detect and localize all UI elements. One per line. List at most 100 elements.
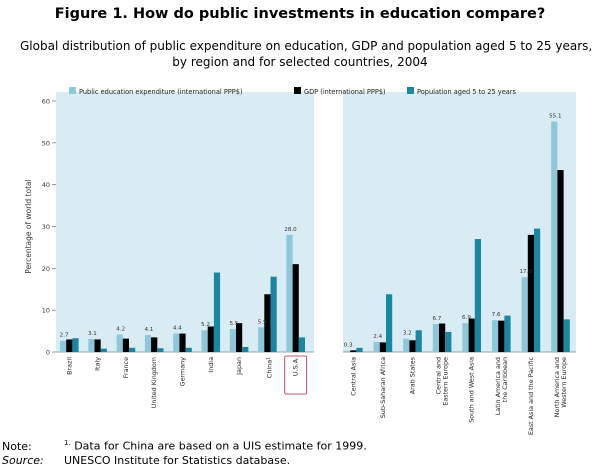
bar-gdp <box>350 350 357 352</box>
data-label: 4.4 <box>173 326 182 332</box>
bar-gdp <box>498 320 505 352</box>
bar-population <box>415 330 422 352</box>
data-label: 3.1 <box>88 331 97 337</box>
note-text: Data for China are based on a UIS estima… <box>74 439 367 453</box>
bar-gdp <box>66 339 73 352</box>
bar-population <box>157 348 164 352</box>
legend-swatch <box>294 87 301 94</box>
category-superscript: 1 <box>265 357 271 360</box>
bar-expenditure <box>373 341 380 352</box>
legend-swatch <box>69 87 76 94</box>
bar-gdp <box>527 234 534 352</box>
category-label: Brazil <box>65 357 73 375</box>
bar-population <box>213 272 221 352</box>
bar-gdp <box>557 170 564 352</box>
bar-gdp <box>409 340 416 352</box>
y-tick-label: 0 <box>46 349 50 357</box>
bar-gdp <box>379 342 386 352</box>
chart-legend: Public education expenditure (internatio… <box>69 87 517 96</box>
category-label: Arab States <box>409 356 417 394</box>
bar-gdp <box>439 323 446 352</box>
category-label: North America and <box>553 357 561 417</box>
y-axis-title: Percentage of world total <box>24 179 33 273</box>
bar-gdp <box>292 264 299 352</box>
bar-expenditure <box>60 340 67 352</box>
bar-population <box>386 294 393 352</box>
data-label: 2.7 <box>60 333 69 339</box>
data-label: 55.1 <box>549 113 562 119</box>
chart-panel-regions <box>343 92 576 352</box>
bar-expenditure <box>116 334 123 352</box>
bar-expenditure <box>492 320 499 352</box>
footnote: Note: 1. Data for China are based on a UI… <box>2 439 367 453</box>
highlight-box <box>284 355 308 395</box>
bar-population <box>474 239 481 352</box>
note-key: Note: <box>2 439 32 453</box>
bar-population <box>72 338 79 352</box>
legend-label: Public education expenditure (internatio… <box>79 88 243 96</box>
bar-population <box>504 315 511 352</box>
bar-gdp <box>207 326 214 352</box>
category-label: India <box>207 357 215 373</box>
data-label: 6.7 <box>432 316 441 322</box>
legend-swatch <box>407 87 414 94</box>
bar-population <box>270 276 277 352</box>
bar-population <box>563 319 570 352</box>
source-key: Source: <box>2 454 44 467</box>
category-label: U.S.A. <box>292 357 300 376</box>
data-label: 6.9 <box>462 315 471 321</box>
category-label: Latin America and <box>494 357 502 415</box>
data-label: 28.0 <box>284 227 297 233</box>
bar-expenditure <box>521 277 528 352</box>
bar-population <box>356 347 363 352</box>
category-label: United Kingdom <box>150 357 158 408</box>
category-label: China1 <box>265 357 273 378</box>
category-label: France <box>122 357 130 378</box>
figure-subtitle: Global distribution of public expenditur… <box>20 38 593 70</box>
bar-expenditure <box>258 327 265 352</box>
bar-gdp <box>264 294 271 352</box>
category-label: Germany <box>179 357 187 387</box>
category-label: the Caribbean <box>501 357 509 402</box>
data-label: 4.1 <box>145 327 154 333</box>
bar-population <box>129 347 136 352</box>
category-label: South and West Asia <box>468 357 476 423</box>
category-labels: Brazil Italy France United Kingdom Germany In… <box>65 355 568 435</box>
data-label: 0.3 <box>344 343 353 349</box>
y-axis: 0 10 20 30 40 50 60 Percentage of world total <box>24 98 56 357</box>
category-label: Eastern Europe <box>442 357 450 406</box>
bar-population <box>534 228 541 352</box>
bar-population <box>298 337 305 352</box>
category-label: Western Europe <box>560 357 568 408</box>
subtitle-line: Global distribution of public expenditur… <box>20 39 593 53</box>
category-label: Central and <box>435 357 443 394</box>
data-label: 5.2 <box>201 322 210 328</box>
bar-gdp <box>236 323 243 352</box>
bar-gdp <box>122 338 129 352</box>
data-label: 7.6 <box>492 312 501 318</box>
bar-expenditure <box>551 121 558 352</box>
source-text: UNESCO Institute for Statistics database… <box>64 454 291 467</box>
bar-expenditure <box>173 333 180 352</box>
y-tick-label: 20 <box>42 265 50 273</box>
category-label: Central Asia <box>349 357 357 396</box>
category-label: Italy <box>94 357 102 371</box>
bar-gdp <box>151 337 158 352</box>
source-line: Source: UNESCO Institute for Statistics d… <box>2 454 290 467</box>
bar-population <box>185 347 192 352</box>
bar-population <box>100 348 107 352</box>
bar-expenditure <box>229 328 236 352</box>
data-label: 2.4 <box>373 334 382 340</box>
category-label: Japan <box>235 357 243 376</box>
legend-label: GDP (international PPP$) <box>304 88 386 96</box>
bars: 2.7 3.1 4.2 4.1 4.4 5.2 5.5 5.9 28.0 0.3 2.4 3.2 6.7… <box>60 113 570 352</box>
bar-population <box>242 346 249 352</box>
data-label: 4.2 <box>116 326 125 332</box>
legend-label: Population aged 5 to 25 years <box>417 88 517 96</box>
bar-expenditure <box>88 339 95 352</box>
bar-expenditure <box>286 234 293 352</box>
bar-gdp <box>94 339 101 352</box>
bar-population <box>445 331 452 352</box>
bar-gdp <box>179 333 186 352</box>
